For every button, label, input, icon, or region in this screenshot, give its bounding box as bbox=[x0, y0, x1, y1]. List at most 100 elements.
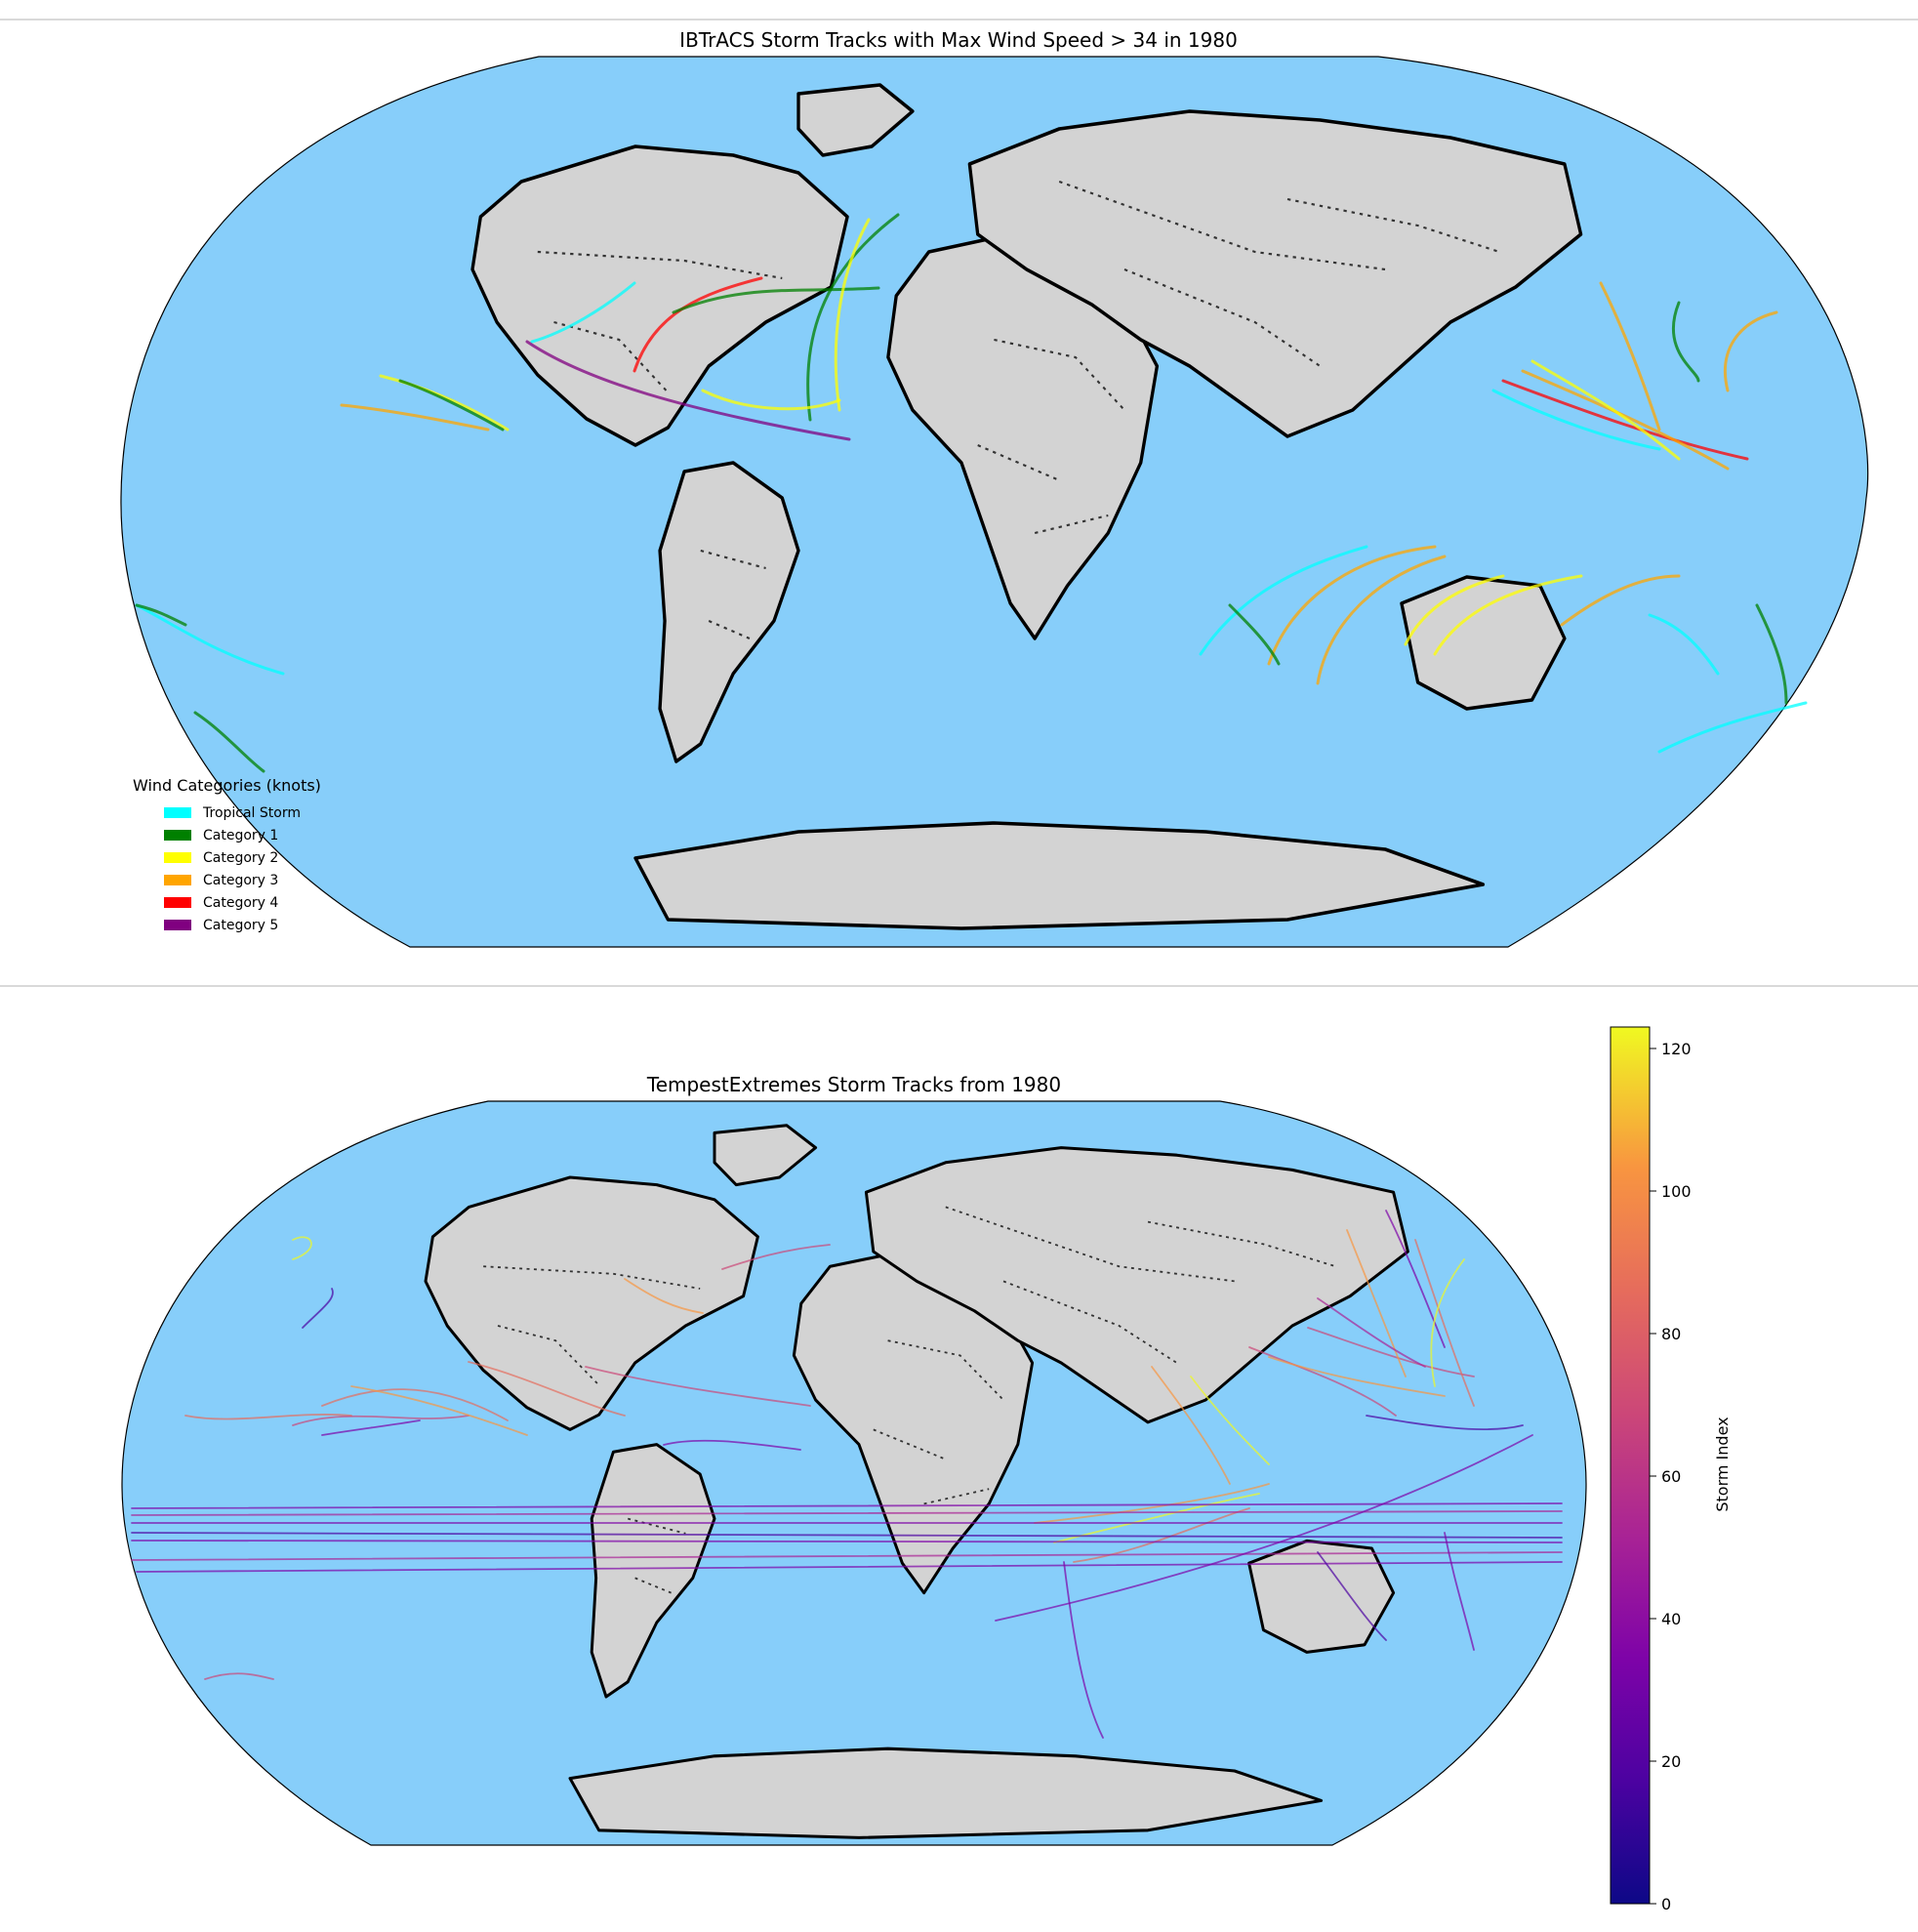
colorbar: 0 20 40 60 80 100 120 Storm Index bbox=[1610, 1026, 1732, 1913]
storm-track bbox=[721, 1244, 831, 1270]
top-legend: Wind Categories (knots) Tropical Storm C… bbox=[133, 776, 321, 933]
storm-track bbox=[321, 1419, 421, 1436]
storm-track bbox=[1317, 1551, 1387, 1641]
top-map-title: IBTrACS Storm Tracks with Max Wind Speed… bbox=[679, 28, 1238, 52]
track-category-2 bbox=[379, 374, 510, 432]
track-category-2 bbox=[1530, 359, 1681, 461]
track-category-2 bbox=[1433, 574, 1583, 656]
storm-track bbox=[292, 1236, 312, 1260]
track-category-5 bbox=[525, 340, 851, 441]
storm-track bbox=[995, 1434, 1533, 1622]
track-category-2 bbox=[834, 218, 871, 412]
storm-track bbox=[1317, 1297, 1426, 1368]
legend-label: Category 3 bbox=[203, 873, 278, 888]
bottom-storm-tracks bbox=[131, 1210, 1563, 1739]
colorbar-tick-label: 60 bbox=[1661, 1467, 1681, 1486]
track-category-1 bbox=[1755, 603, 1788, 705]
legend-label: Category 2 bbox=[203, 850, 278, 866]
legend-swatch bbox=[164, 807, 191, 818]
legend-label: Tropical Storm bbox=[202, 805, 301, 821]
storm-track bbox=[292, 1415, 469, 1426]
storm-track bbox=[1346, 1229, 1407, 1377]
bottom-panel: TempestExtremes Storm Tracks from 1980 bbox=[0, 985, 1918, 1913]
storm-track bbox=[1268, 1356, 1446, 1397]
track-category-3 bbox=[1316, 555, 1447, 685]
colorbar-tick-label: 100 bbox=[1661, 1182, 1692, 1201]
track-category-4 bbox=[1501, 379, 1749, 461]
colorbar-tick-label: 40 bbox=[1661, 1610, 1681, 1628]
colorbar-tick-label: 120 bbox=[1661, 1040, 1692, 1058]
track-category-3 bbox=[340, 403, 490, 432]
colorbar-tick-label: 0 bbox=[1661, 1895, 1671, 1913]
track-category-3 bbox=[1521, 369, 1730, 471]
top-storm-tracks bbox=[135, 213, 1808, 773]
legend-entry-category-3: Category 3 bbox=[164, 873, 278, 888]
storm-track bbox=[321, 1388, 509, 1421]
storm-track bbox=[1190, 1376, 1270, 1465]
storm-track bbox=[1151, 1366, 1231, 1485]
colorbar-tick-label: 20 bbox=[1661, 1752, 1681, 1771]
track-category-3 bbox=[1267, 545, 1437, 666]
track-category-1 bbox=[135, 603, 187, 627]
colorbar-ticks: 0 20 40 60 80 100 120 bbox=[1650, 1040, 1692, 1913]
storm-track bbox=[131, 1502, 1563, 1509]
storm-track bbox=[1385, 1210, 1446, 1348]
legend-label: Category 5 bbox=[203, 918, 278, 933]
bottom-map-title: TempestExtremes Storm Tracks from 1980 bbox=[646, 1073, 1061, 1096]
track-category-3 bbox=[1723, 310, 1778, 392]
top-map: Wind Categories (knots) Tropical Storm C… bbox=[120, 56, 1869, 948]
storm-track bbox=[585, 1366, 811, 1407]
storm-track bbox=[131, 1540, 1563, 1543]
track-category-1 bbox=[1228, 603, 1281, 666]
colorbar-tick-label: 80 bbox=[1661, 1325, 1681, 1343]
track-category-2 bbox=[1404, 574, 1505, 646]
legend-label: Category 1 bbox=[203, 828, 278, 843]
storm-track bbox=[1414, 1239, 1475, 1407]
track-category-1 bbox=[193, 711, 265, 773]
legend-entry-category-1: Category 1 bbox=[164, 828, 278, 843]
track-tropical-storm bbox=[530, 281, 636, 344]
storm-track bbox=[1366, 1415, 1524, 1431]
storm-track bbox=[663, 1439, 801, 1451]
track-category-1 bbox=[806, 213, 900, 422]
track-tropical-storm bbox=[1657, 701, 1808, 754]
legend-entry-tropical-storm: Tropical Storm bbox=[164, 805, 301, 821]
legend-entry-category-5: Category 5 bbox=[164, 918, 278, 933]
storm-track bbox=[1307, 1327, 1475, 1377]
storm-track bbox=[302, 1288, 334, 1329]
storm-track bbox=[1248, 1346, 1397, 1417]
legend-entry-category-2: Category 2 bbox=[164, 850, 278, 866]
storm-track bbox=[131, 1532, 1563, 1539]
track-tropical-storm bbox=[1648, 613, 1720, 676]
track-tropical-storm bbox=[1491, 389, 1661, 451]
storm-track bbox=[1063, 1561, 1104, 1739]
legend-title: Wind Categories (knots) bbox=[133, 776, 321, 795]
legend-swatch bbox=[164, 920, 191, 930]
legend-swatch bbox=[164, 830, 191, 841]
storm-track bbox=[204, 1672, 274, 1680]
colorbar-label: Storm Index bbox=[1713, 1417, 1732, 1511]
legend-swatch bbox=[164, 852, 191, 863]
track-category-3 bbox=[1599, 281, 1661, 432]
top-panel: IBTrACS Storm Tracks with Max Wind Speed… bbox=[0, 19, 1918, 948]
legend-swatch bbox=[164, 897, 191, 908]
bottom-map bbox=[121, 1100, 1587, 1846]
storm-track bbox=[1430, 1258, 1465, 1387]
storm-track bbox=[136, 1561, 1563, 1573]
legend-label: Category 4 bbox=[203, 895, 278, 911]
track-tropical-storm bbox=[135, 603, 285, 676]
track-category-1 bbox=[1671, 301, 1700, 383]
storm-track bbox=[1444, 1532, 1475, 1651]
colorbar-gradient bbox=[1610, 1026, 1651, 1905]
track-category-3 bbox=[1560, 574, 1681, 627]
storm-track bbox=[468, 1361, 626, 1417]
storm-track bbox=[624, 1278, 704, 1314]
storm-track bbox=[184, 1414, 352, 1420]
storm-track bbox=[131, 1551, 1563, 1561]
storm-track bbox=[350, 1385, 528, 1436]
track-category-2 bbox=[701, 389, 841, 411]
legend-entry-category-4: Category 4 bbox=[164, 895, 278, 911]
track-tropical-storm bbox=[1199, 545, 1368, 656]
storm-track bbox=[131, 1510, 1563, 1516]
